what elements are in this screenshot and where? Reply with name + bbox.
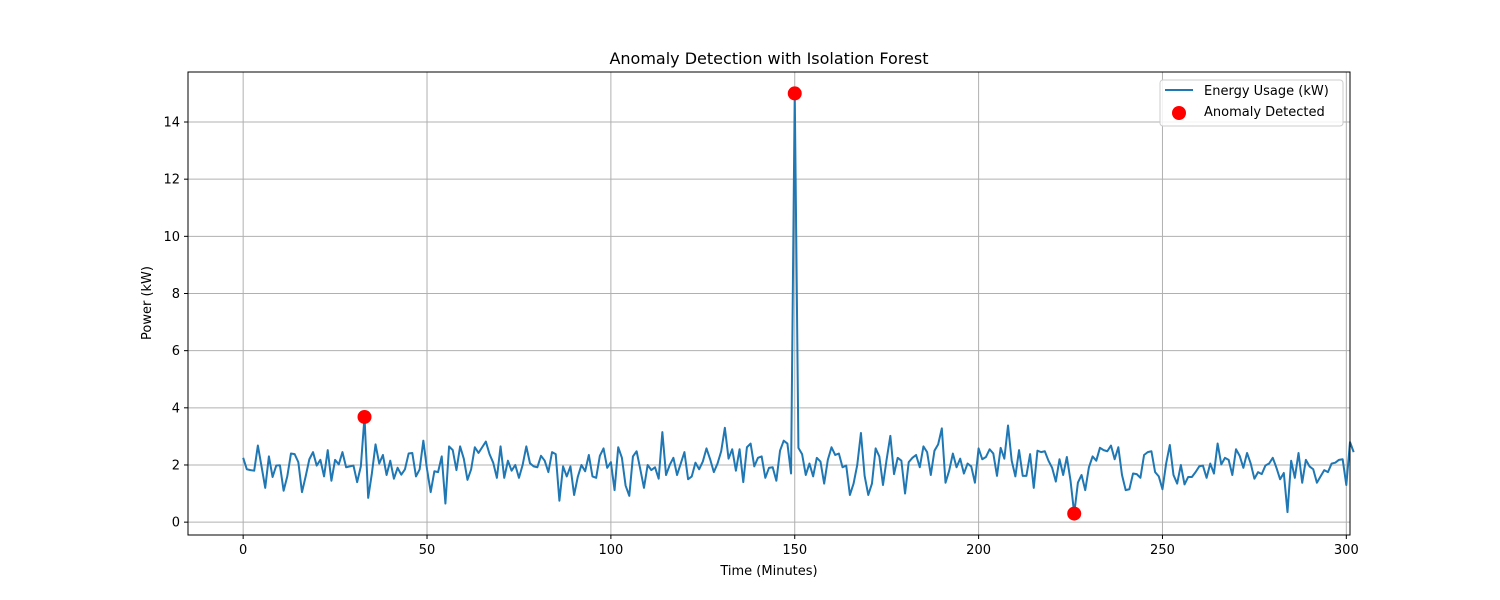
legend-box — [1159, 79, 1344, 127]
legend-label-anomaly: Anomaly Detected — [1204, 105, 1325, 120]
chart-title: Anomaly Detection with Isolation Forest — [609, 49, 928, 68]
plot-frame — [187, 71, 1351, 536]
axis-ticks: 0 50 100 150 200 250 300 0 2 4 6 8 10 12 14 — [163, 116, 1358, 558]
x-tick-label: 300 — [1334, 543, 1359, 558]
y-tick-label: 0 — [172, 516, 180, 531]
x-tick-label: 200 — [966, 543, 991, 558]
x-tick-label: 50 — [419, 543, 436, 558]
plot-series — [242, 86, 1355, 521]
y-tick-label: 10 — [163, 230, 180, 245]
y-tick-label: 6 — [172, 344, 180, 359]
x-tick-label: 150 — [782, 543, 807, 558]
anomaly-point — [1067, 506, 1082, 521]
anomaly-point — [787, 86, 802, 101]
y-tick-label: 14 — [163, 116, 180, 131]
grid — [188, 72, 1350, 535]
legend-marker-swatch — [1172, 106, 1186, 120]
x-axis-label: Time (Minutes) — [719, 564, 817, 579]
y-tick-label: 2 — [172, 458, 180, 473]
legend: Energy Usage (kW) Anomaly Detected — [1159, 79, 1344, 127]
energy-usage-line — [242, 92, 1355, 515]
legend-label-energy: Energy Usage (kW) — [1204, 84, 1329, 99]
anomaly-point — [357, 409, 372, 424]
y-tick-label: 12 — [163, 173, 180, 188]
x-tick-label: 250 — [1150, 543, 1175, 558]
y-tick-label: 4 — [172, 401, 180, 416]
y-axis-label: Power (kW) — [140, 266, 155, 340]
y-tick-label: 8 — [172, 287, 180, 302]
x-tick-label: 0 — [239, 543, 247, 558]
x-tick-label: 100 — [598, 543, 623, 558]
